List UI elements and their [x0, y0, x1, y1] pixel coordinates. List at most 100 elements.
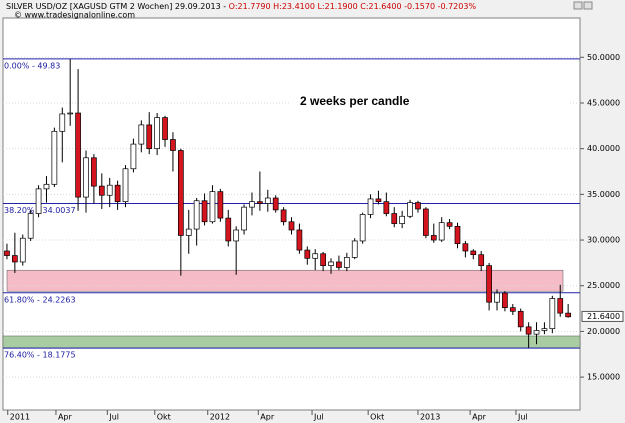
candle-body [391, 213, 398, 224]
y-tick-label: 35.0000 [587, 190, 620, 199]
candle-body [106, 184, 113, 196]
plot-area [2, 17, 581, 411]
candle-body [185, 228, 192, 236]
candle-body [4, 250, 10, 256]
candle-body [351, 240, 358, 258]
x-tick-label: 2011 [10, 413, 30, 422]
candle-body [170, 139, 176, 151]
candle-body [35, 188, 42, 214]
candle-body [217, 191, 224, 219]
candle-body [399, 215, 406, 224]
window-button[interactable] [573, 1, 583, 10]
candle-body [43, 183, 50, 190]
x-tick-label: Apr [58, 413, 73, 422]
candle-body [249, 201, 255, 208]
candle-body [478, 254, 485, 266]
candle-body [462, 243, 469, 252]
x-tick-label: Jul [313, 413, 324, 422]
candle-body [288, 221, 295, 231]
x-tick-label: Okt [370, 413, 384, 422]
candle-body [383, 201, 390, 214]
candle-body [565, 312, 571, 318]
header: SILVER USD/OZ [XAGUSD GTM 2 Wochen] 29.0… [6, 2, 476, 11]
candle-body [423, 208, 429, 236]
candle-body [59, 113, 66, 132]
last-price-label: 21.6400 [587, 312, 620, 321]
candle-body [533, 330, 540, 335]
candle-body [162, 117, 168, 140]
candle-body [470, 250, 477, 256]
candle-body [201, 200, 208, 223]
candle-body [257, 201, 263, 204]
copyright: © www.tradesignalonline.com [14, 11, 135, 20]
candle-body [304, 249, 311, 259]
last-price-box [581, 310, 624, 322]
candle-body [193, 200, 200, 230]
axes: 15.0000 20.0000 25.0000 30.0000 35.0000 40.00… [7, 53, 624, 422]
candle-body [320, 253, 326, 266]
candle-body [272, 197, 279, 211]
x-tick-label: Jul [108, 413, 119, 422]
candle-body [280, 209, 287, 223]
candle-body [494, 292, 500, 303]
candle-body [336, 261, 342, 268]
candle-body [75, 112, 81, 198]
x-tick-label: Jul [517, 413, 528, 422]
candle-body [146, 124, 153, 150]
candle-body [12, 255, 18, 263]
candle-body [502, 292, 508, 309]
level-label: 0.00% - 49.83 [4, 61, 60, 70]
window-button[interactable] [583, 1, 593, 10]
candle-body [98, 185, 105, 196]
candle-body [67, 112, 74, 115]
y-tick-label: 40.0000 [587, 144, 620, 153]
candle-body [130, 143, 137, 170]
candle-body [83, 157, 89, 198]
y-tick-label: 15.0000 [587, 373, 620, 382]
candle-body [177, 150, 184, 236]
x-tick-label: 2012 [210, 413, 230, 422]
x-tick-label: Okt [157, 413, 171, 422]
candle-body [51, 130, 58, 185]
candle-body [407, 202, 413, 217]
candle-body [438, 222, 445, 241]
candle-body [122, 168, 129, 203]
candle-body [430, 235, 437, 241]
candle-body [367, 198, 374, 215]
candle-body [525, 326, 532, 335]
candle-body [517, 310, 524, 328]
candle-body [225, 217, 232, 242]
candle-body [541, 328, 548, 331]
candle-body [415, 202, 421, 210]
candle-body [509, 307, 516, 312]
zone [2, 335, 581, 349]
candle-body [454, 225, 461, 245]
x-tick-label: 2013 [420, 413, 440, 422]
y-tick-label: 50.0000 [587, 53, 620, 62]
annotation-box [290, 88, 568, 117]
candle-body [114, 184, 121, 203]
candle-body [359, 214, 366, 242]
annotation: 2 weeks per candle [300, 94, 410, 108]
candle-body [233, 229, 240, 242]
candle-body [312, 253, 319, 259]
header-ohlc: O:21.7790 H:23.4100 L:21.1900 C:21.6400 … [229, 2, 477, 11]
candle-body [241, 206, 247, 231]
candles [4, 59, 571, 348]
candle-body [446, 222, 453, 227]
candle-body [19, 237, 26, 263]
level-label: 76.40% - 18.1775 [4, 351, 76, 360]
candle-body [375, 198, 382, 203]
candle-body [209, 191, 216, 223]
candle-body [27, 213, 34, 239]
zone [6, 269, 564, 292]
x-tick-label: Apr [260, 413, 275, 422]
y-tick-label: 45.0000 [587, 98, 620, 107]
y-tick-label: 20.0000 [587, 327, 620, 336]
candle-body [549, 298, 556, 330]
header-symbol: SILVER USD/OZ [XAGUSD GTM 2 Wochen] 29.0… [6, 2, 226, 11]
candle-body [486, 265, 492, 303]
candle-body [91, 157, 97, 187]
